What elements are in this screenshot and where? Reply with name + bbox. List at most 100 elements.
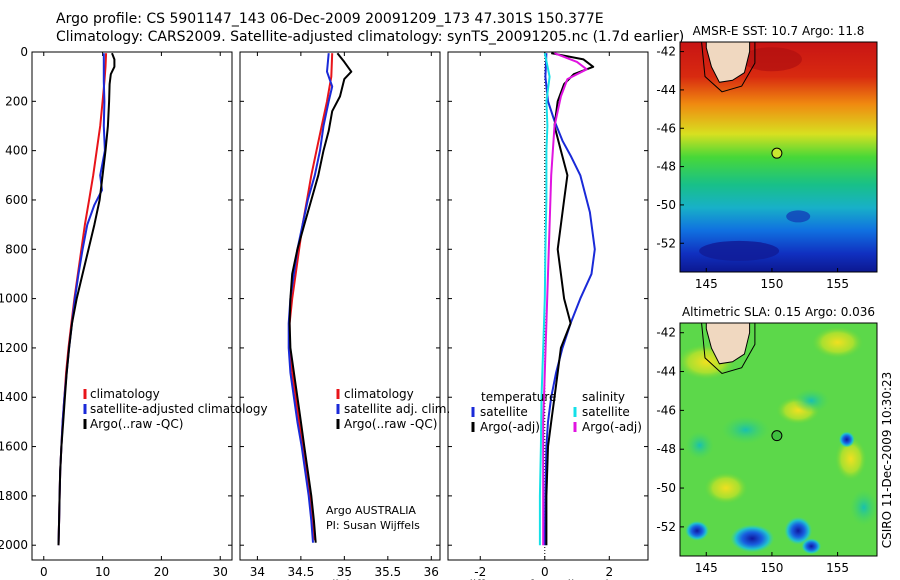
sla-anomaly — [793, 388, 830, 413]
lon-tick-label: 145 — [695, 561, 718, 575]
x-tick-label: 36 — [424, 565, 439, 579]
panel-frame — [31, 51, 233, 561]
sla-anomaly — [703, 472, 748, 505]
tasmania-land — [705, 323, 751, 365]
sla-anomaly — [784, 516, 813, 545]
x-tick-label: -2 — [474, 565, 486, 579]
x-tick-label: 0 — [541, 565, 549, 579]
x-tick-label: 35 — [337, 565, 352, 579]
x-tick-label: 34.5 — [288, 565, 315, 579]
panel-salinity: 34 34.5 35 35.5 36 salinity — [239, 51, 441, 580]
legend-label: Argo(-adj) — [582, 420, 642, 434]
float-pi: PI: Susan Wijffels — [326, 519, 420, 532]
y-tick-label: 800 — [5, 242, 28, 256]
legend-label: satellite — [582, 405, 630, 419]
legend-heading-salinity: salinity — [582, 390, 625, 404]
y-tick-label: 0 — [20, 45, 28, 59]
map-sla-map: 145 150 155 -42 -44 -46 -48 -50 -52 Altimetric SL… — [656, 305, 878, 575]
float-position-marker — [771, 430, 783, 442]
series-line-argo-raw-qc- — [57, 52, 116, 546]
lat-tick-label: -46 — [656, 403, 676, 417]
x-axis-label: temperature — [94, 578, 169, 580]
panel-difference: -2 0 2difference from climatology — [447, 51, 649, 580]
cold-patch — [786, 210, 811, 223]
panel-temperature: 0 10 20 30 temperature 0 200 400 600 800 1000 1200 1… — [0, 45, 233, 580]
legend-difference: temperaturesatelliteArgo(-adj)salinitysa… — [471, 390, 642, 434]
map-sst-map: 145 150 155 -42 -44 -46 -48 -50 -52 AMSR-E SST: 1… — [656, 24, 878, 291]
lon-tick-label: 145 — [695, 277, 718, 291]
legend-label: climatology — [344, 387, 414, 401]
y-tick-label: 200 — [5, 94, 28, 108]
legend-label: satellite adj. clim. — [344, 402, 450, 416]
lat-tick-label: -44 — [656, 83, 676, 97]
tasmania-land — [705, 42, 751, 83]
shelf-contour — [701, 323, 756, 375]
lat-tick-label: -52 — [656, 520, 676, 534]
lat-tick-label: -46 — [656, 121, 676, 135]
title-line-1: Argo profile: CS 5901147_143 06-Dec-2009… — [56, 11, 604, 27]
y-tick-label: 1800 — [0, 489, 28, 503]
x-tick-label: 2 — [605, 565, 613, 579]
profile-panels: 0102030temperature0200400600800100012001… — [0, 45, 649, 580]
y-tick-label: 2000 — [0, 538, 28, 552]
sla-anomaly — [730, 524, 775, 553]
sla-anomaly — [834, 436, 867, 481]
y-tick-label: 1600 — [0, 440, 28, 454]
x-tick-label: 34 — [250, 565, 265, 579]
lat-tick-label: -48 — [656, 442, 676, 456]
y-tick-label: 400 — [5, 144, 28, 158]
lat-tick-label: -44 — [656, 365, 676, 379]
sla-anomaly — [811, 326, 864, 359]
sla-anomaly — [721, 415, 770, 444]
series-line-salinity-argo-adj- — [542, 52, 588, 546]
map-field — [680, 42, 877, 272]
legend-label: Argo(-adj) — [480, 420, 540, 434]
title-line-2: Climatology: CARS2009. Satellite-adjuste… — [56, 29, 685, 45]
sla-anomaly — [685, 431, 714, 460]
lon-tick-label: 155 — [826, 561, 849, 575]
series-line-argo-raw-qc- — [288, 52, 353, 543]
sla-anomaly — [801, 538, 822, 555]
map-panels: 145 150 155 -42 -44 -46 -48 -50 -52 AMSR-E SST: 1… — [656, 24, 894, 575]
credit-stamp: CSIRO 11-Dec-2009 10:30:23 — [880, 372, 894, 549]
x-tick-label: 20 — [154, 565, 169, 579]
legend-label: satellite-adjusted climatology — [90, 402, 268, 416]
map-title: Altimetric SLA: 0.15 Argo: 0.036 — [682, 305, 875, 319]
map-frame — [679, 322, 878, 557]
float-position-marker — [771, 147, 783, 159]
float-owner: Argo AUSTRALIA — [326, 504, 416, 517]
panel-frame — [239, 51, 441, 561]
lat-tick-label: -50 — [656, 481, 676, 495]
legend-label: Argo(..raw -QC) — [344, 417, 437, 431]
x-tick-label: 0 — [40, 565, 48, 579]
x-tick-label: 10 — [95, 565, 110, 579]
lat-tick-label: -50 — [656, 198, 676, 212]
cold-patch — [699, 240, 780, 261]
map-title: AMSR-E SST: 10.7 Argo: 11.8 — [693, 24, 865, 38]
legend-label: Argo(..raw -QC) — [90, 417, 183, 431]
shelf-contour — [701, 42, 756, 93]
x-tick-label: 30 — [213, 565, 228, 579]
x-axis-label: salinity — [318, 578, 361, 580]
lon-tick-label: 155 — [826, 277, 849, 291]
y-tick-label: 1200 — [0, 341, 28, 355]
map-field — [680, 323, 877, 556]
legend-label: climatology — [90, 387, 160, 401]
x-tick-label: 35.5 — [374, 565, 401, 579]
series-line-salinity-satellite — [538, 52, 551, 546]
sla-anomaly — [849, 489, 877, 526]
warm-patch — [741, 47, 802, 72]
lat-tick-label: -42 — [656, 45, 676, 59]
lat-tick-label: -52 — [656, 236, 676, 250]
map-frame — [679, 41, 878, 273]
legend-label: satellite — [480, 405, 528, 419]
y-tick-label: 1400 — [0, 390, 28, 404]
legend-heading-temperature: temperature — [481, 390, 556, 404]
x-axis-label: difference from climatology — [465, 578, 631, 580]
y-tick-label: 1000 — [0, 292, 28, 306]
sla-anomaly — [838, 431, 855, 448]
lat-tick-label: -48 — [656, 160, 676, 174]
lat-tick-label: -42 — [656, 326, 676, 340]
